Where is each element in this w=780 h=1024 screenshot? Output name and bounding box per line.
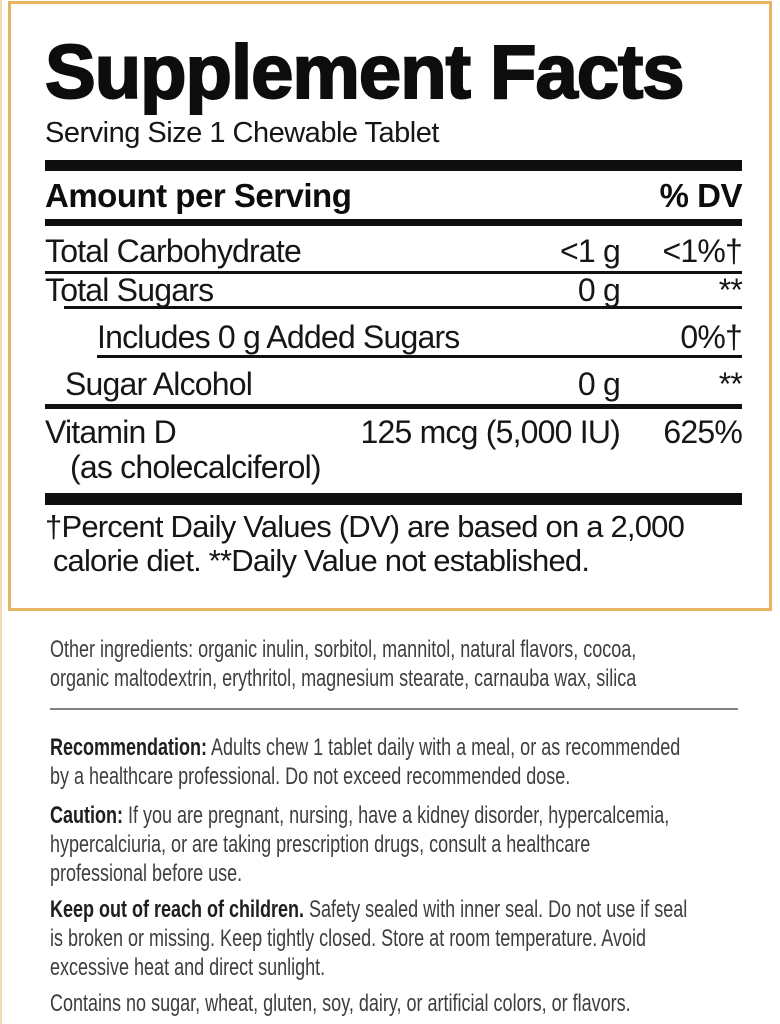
paragraph-lead: Recommendation:	[50, 734, 208, 761]
medium-divider-bar	[45, 219, 742, 226]
nutrient-row-added-sugars: Includes 0 g Added Sugars 0%†	[45, 309, 743, 355]
hairline-divider	[45, 271, 742, 274]
nutrient-row-total-sugars: Total Sugars 0 g **	[45, 272, 743, 308]
nutrient-dv: 0%†	[680, 319, 742, 355]
nutrient-name: Sugar Alcohol	[65, 366, 253, 402]
percent-dv-header: % DV	[659, 177, 743, 214]
thick-divider-bar-top	[45, 160, 742, 171]
paragraph-text: Other ingredients: organic inulin, sorbi…	[50, 636, 637, 692]
paragraph-text: Contains no sugar, wheat, gluten, soy, d…	[50, 990, 631, 1017]
keep-out-of-reach-paragraph: Keep out of reach of children. Safety se…	[50, 895, 687, 982]
recommendation-paragraph: Recommendation: Adults chew 1 tablet dai…	[50, 733, 680, 791]
other-ingredients-paragraph: Other ingredients: organic inulin, sorbi…	[50, 635, 636, 693]
section-divider-line	[50, 708, 738, 710]
supplement-facts-panel: Supplement Facts Serving Size 1 Chewable…	[8, 1, 772, 611]
panel-title: Supplement Facts	[44, 30, 686, 115]
nutrient-row-total-carbohydrate: Total Carbohydrate <1 g <1%†	[45, 226, 743, 271]
nutrient-source-note: (as cholecalciferol)	[70, 449, 322, 485]
nutrient-name: Total Sugars	[45, 272, 214, 308]
column-header-row: Amount per Serving % DV	[45, 171, 743, 219]
nutrient-dv: **	[718, 366, 743, 402]
nutrient-dv: <1%†	[662, 233, 742, 269]
paragraph-lead: Keep out of reach of children.	[50, 896, 305, 923]
nutrient-row-vitamin-d: Vitamin D 125 mcg (5,000 IU) 625% (as ch…	[45, 409, 743, 493]
nutrient-dv: 625%	[663, 414, 742, 450]
nutrient-row-sugar-alcohol: Sugar Alcohol 0 g **	[45, 358, 743, 404]
hairline-divider-strong	[45, 404, 742, 409]
nutrient-amount: 125 mcg (5,000 IU)	[360, 414, 620, 450]
paragraph-text: If you are pregnant, nursing, have a kid…	[50, 802, 670, 887]
label-info-section: Other ingredients: organic inulin, sorbi…	[2, 635, 780, 1018]
serving-size-text: Serving Size 1 Chewable Tablet	[45, 117, 439, 149]
nutrient-amount: 0 g	[577, 272, 621, 308]
paragraph-text: Adults chew 1 tablet daily with a meal, …	[50, 734, 681, 790]
contains-statement-paragraph: Contains no sugar, wheat, gluten, soy, d…	[50, 989, 631, 1018]
hairline-divider	[97, 355, 742, 358]
amount-per-serving-header: Amount per Serving	[45, 177, 352, 214]
caution-paragraph: Caution: If you are pregnant, nursing, h…	[50, 801, 669, 888]
nutrient-name: Total Carbohydrate	[45, 233, 302, 269]
paragraph-text: Safety sealed with inner seal. Do not us…	[50, 896, 688, 981]
thick-divider-bar-bottom	[45, 493, 742, 505]
nutrient-amount: <1 g	[560, 233, 621, 269]
dv-footnote: †Percent Daily Values (DV) are based on …	[45, 509, 685, 578]
nutrient-dv: **	[718, 272, 743, 308]
nutrient-name: Includes 0 g Added Sugars	[97, 319, 460, 355]
nutrient-name: Vitamin D	[45, 414, 177, 450]
paragraph-lead: Caution:	[50, 802, 123, 829]
hairline-divider	[64, 306, 742, 309]
nutrient-amount: 0 g	[577, 366, 621, 402]
